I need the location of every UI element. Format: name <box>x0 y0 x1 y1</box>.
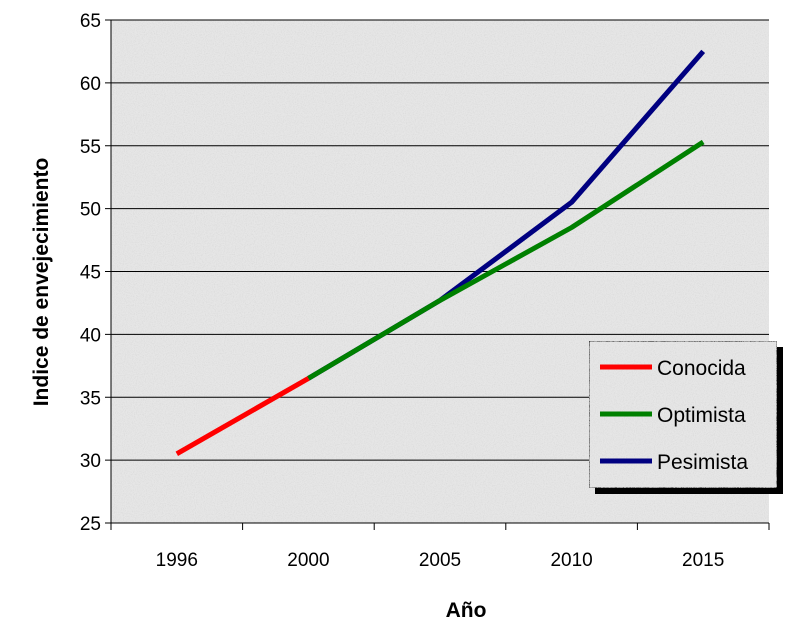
series-lines <box>175 49 706 456</box>
x-tick-label-2010: 2010 <box>550 550 592 571</box>
series-line-optimista <box>307 139 705 381</box>
x-tick-label-2005: 2005 <box>419 550 461 571</box>
x-axis-title: Año <box>446 599 487 622</box>
y-tick-label-45: 45 <box>80 263 101 284</box>
x-tick-label-2000: 2000 <box>287 550 329 571</box>
y-tick-label-65: 65 <box>80 11 101 32</box>
legend-label-conocida: Conocida <box>657 357 746 380</box>
x-tick-label-2015: 2015 <box>682 550 724 571</box>
y-tick-label-30: 30 <box>80 451 101 472</box>
y-tick-label-25: 25 <box>80 514 101 535</box>
y-tick-label-35: 35 <box>80 388 101 409</box>
gridlines <box>111 19 769 461</box>
legend-label-pesimista: Pesimista <box>657 451 748 474</box>
legend: Conocida Optimista Pesimista <box>588 340 783 494</box>
x-tick-label-1996: 1996 <box>156 550 198 571</box>
y-axis-ticks: 25 30 35 40 45 50 55 60 65 <box>80 11 111 535</box>
y-tick-label-40: 40 <box>80 325 101 346</box>
y-tick-label-55: 55 <box>80 137 101 158</box>
y-tick-label-50: 50 <box>80 200 101 221</box>
y-axis-title: Indice de envejecimiento <box>30 158 53 407</box>
legend-label-optimista: Optimista <box>657 404 746 427</box>
x-axis-ticks: 1996 2000 2005 2010 2015 <box>110 523 770 571</box>
y-tick-label-60: 60 <box>80 74 101 95</box>
series-line-conocida <box>175 376 310 456</box>
